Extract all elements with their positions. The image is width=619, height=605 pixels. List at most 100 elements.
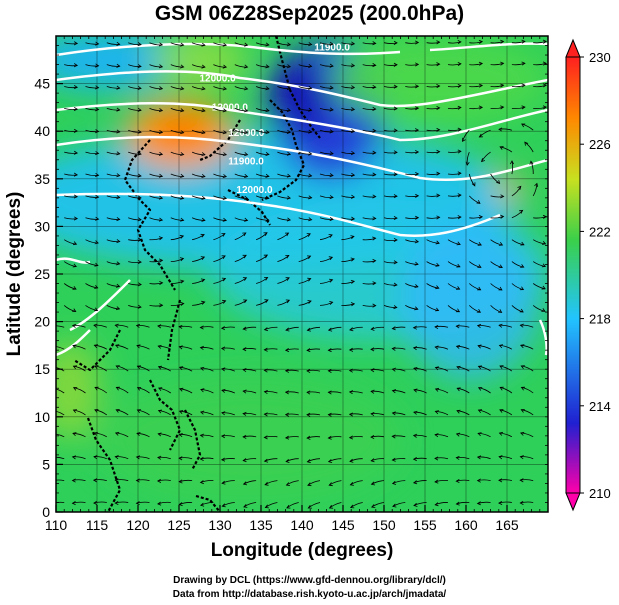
wind-arrowhead — [220, 346, 226, 351]
wind-arrowhead — [436, 62, 441, 67]
chart-title: GSM 06Z28Sep2025 (200.0hPa) — [154, 2, 465, 25]
wind-arrowhead — [329, 151, 334, 156]
wind-arrowhead — [393, 305, 398, 310]
wind-arrowhead — [349, 458, 354, 463]
wind-arrowhead — [350, 85, 356, 90]
wind-arrowhead — [350, 172, 356, 177]
wind-arrowhead — [434, 433, 439, 438]
wind-arrowhead — [393, 62, 398, 67]
wind-arrowhead — [137, 237, 143, 242]
wind-arrowhead — [285, 277, 290, 281]
wind-arrowhead — [180, 173, 185, 178]
wind-arrowhead — [348, 412, 353, 417]
wind-arrowhead — [436, 215, 441, 220]
wind-arrowhead — [52, 345, 55, 348]
wind-arrowhead — [457, 193, 462, 198]
wind-arrowhead — [521, 61, 526, 66]
wind-arrowhead — [180, 217, 185, 222]
contour-label: 11900.0 — [314, 42, 350, 53]
plot-area: 11900.012000.012000.012000.011900.012000… — [52, 36, 548, 512]
wind-arrowhead — [200, 388, 205, 393]
wind-arrowhead — [136, 365, 141, 370]
wind-arrowhead — [415, 128, 420, 133]
wind-arrowhead — [52, 366, 56, 369]
wind-arrowhead — [201, 300, 206, 305]
y-tick-label: 20 — [34, 314, 50, 330]
wind-streamline — [56, 346, 65, 350]
wind-arrowhead — [307, 482, 312, 487]
wind-arrowhead — [412, 433, 418, 438]
wind-arrowhead — [180, 42, 185, 47]
wind-arrowhead — [328, 256, 334, 261]
wind-arrowhead — [263, 412, 268, 417]
wind-arrowhead — [137, 64, 142, 69]
wind-arrowhead — [114, 455, 119, 460]
wind-arrowhead — [199, 325, 204, 330]
wind-arrowhead — [329, 195, 334, 200]
wind-arrowhead — [284, 347, 290, 353]
wind-arrowhead — [478, 83, 484, 88]
wind-arrowhead — [95, 216, 100, 221]
wind-arrowhead — [95, 129, 100, 134]
wind-arrowhead — [327, 368, 332, 373]
wind-arrowhead — [370, 326, 375, 331]
wind-arrowhead — [414, 306, 419, 311]
wind-arrowhead — [284, 368, 289, 373]
wind-arrowhead — [200, 233, 205, 238]
wind-arrowhead — [412, 325, 417, 330]
wind-arrowhead — [221, 277, 227, 282]
y-tick-label: 25 — [34, 266, 50, 282]
x-tick-label: 160 — [454, 517, 478, 533]
wind-arrowhead — [199, 480, 205, 485]
wind-arrowhead — [157, 344, 162, 349]
wind-arrowhead — [477, 344, 482, 349]
wind-arrowhead — [286, 173, 292, 178]
wind-arrowhead — [221, 411, 226, 416]
wind-arrowhead — [414, 261, 419, 266]
wind-arrowhead — [328, 482, 333, 487]
wind-arrowhead — [222, 152, 228, 157]
wind-arrowhead — [457, 40, 462, 45]
wind-arrowhead — [434, 502, 439, 507]
wind-arrowhead — [94, 409, 99, 413]
wind-arrowhead — [519, 209, 524, 214]
wind-arrowhead — [391, 480, 397, 485]
colorbar-max-arrow — [565, 38, 581, 58]
wind-arrowhead — [52, 433, 55, 436]
wind-arrowhead — [476, 455, 482, 460]
wind-arrowhead — [391, 367, 396, 372]
wind-arrowhead — [201, 217, 206, 222]
y-tick-label: 35 — [34, 171, 50, 187]
wind-arrowhead — [308, 85, 313, 90]
wind-arrowhead — [158, 129, 164, 134]
x-tick-label: 165 — [495, 517, 519, 533]
wind-arrowhead — [201, 108, 206, 113]
wind-arrowhead — [306, 233, 311, 237]
wind-arrowhead — [542, 61, 548, 66]
wind-arrowhead — [92, 478, 98, 483]
wind-arrowhead — [180, 108, 185, 113]
wind-arrowhead — [137, 282, 142, 287]
wind-arrowhead — [306, 368, 311, 374]
wind-arrowhead — [221, 503, 226, 508]
wind-arrowhead — [328, 504, 334, 509]
wind-arrowhead — [415, 106, 420, 111]
wind-arrowhead — [457, 149, 462, 154]
wind-arrowhead — [242, 411, 247, 416]
wind-arrowhead — [93, 455, 98, 460]
wind-arrowhead — [201, 152, 206, 157]
wind-arrowhead — [284, 232, 290, 237]
wind-arrowhead — [284, 412, 290, 417]
wind-arrowhead — [350, 41, 356, 46]
wind-arrowhead — [73, 106, 79, 111]
wind-arrowhead — [285, 299, 291, 304]
wind-arrowhead — [327, 327, 333, 332]
wind-arrowhead — [284, 435, 290, 440]
wind-arrowhead — [455, 308, 461, 313]
wind-arrowhead — [436, 84, 441, 89]
wind-arrowhead — [265, 86, 270, 91]
wind-arrowhead — [496, 179, 501, 184]
wind-arrowhead — [436, 171, 441, 176]
wind-arrowhead — [243, 504, 248, 508]
wind-arrowhead — [244, 64, 249, 69]
